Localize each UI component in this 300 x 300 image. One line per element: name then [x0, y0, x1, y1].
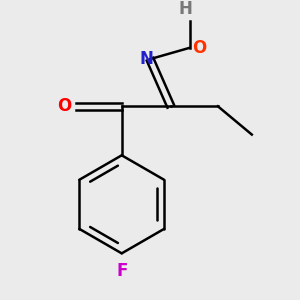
- Text: N: N: [139, 50, 153, 68]
- Text: H: H: [179, 0, 193, 18]
- Text: F: F: [116, 262, 128, 280]
- Text: O: O: [57, 97, 71, 115]
- Text: O: O: [192, 39, 206, 57]
